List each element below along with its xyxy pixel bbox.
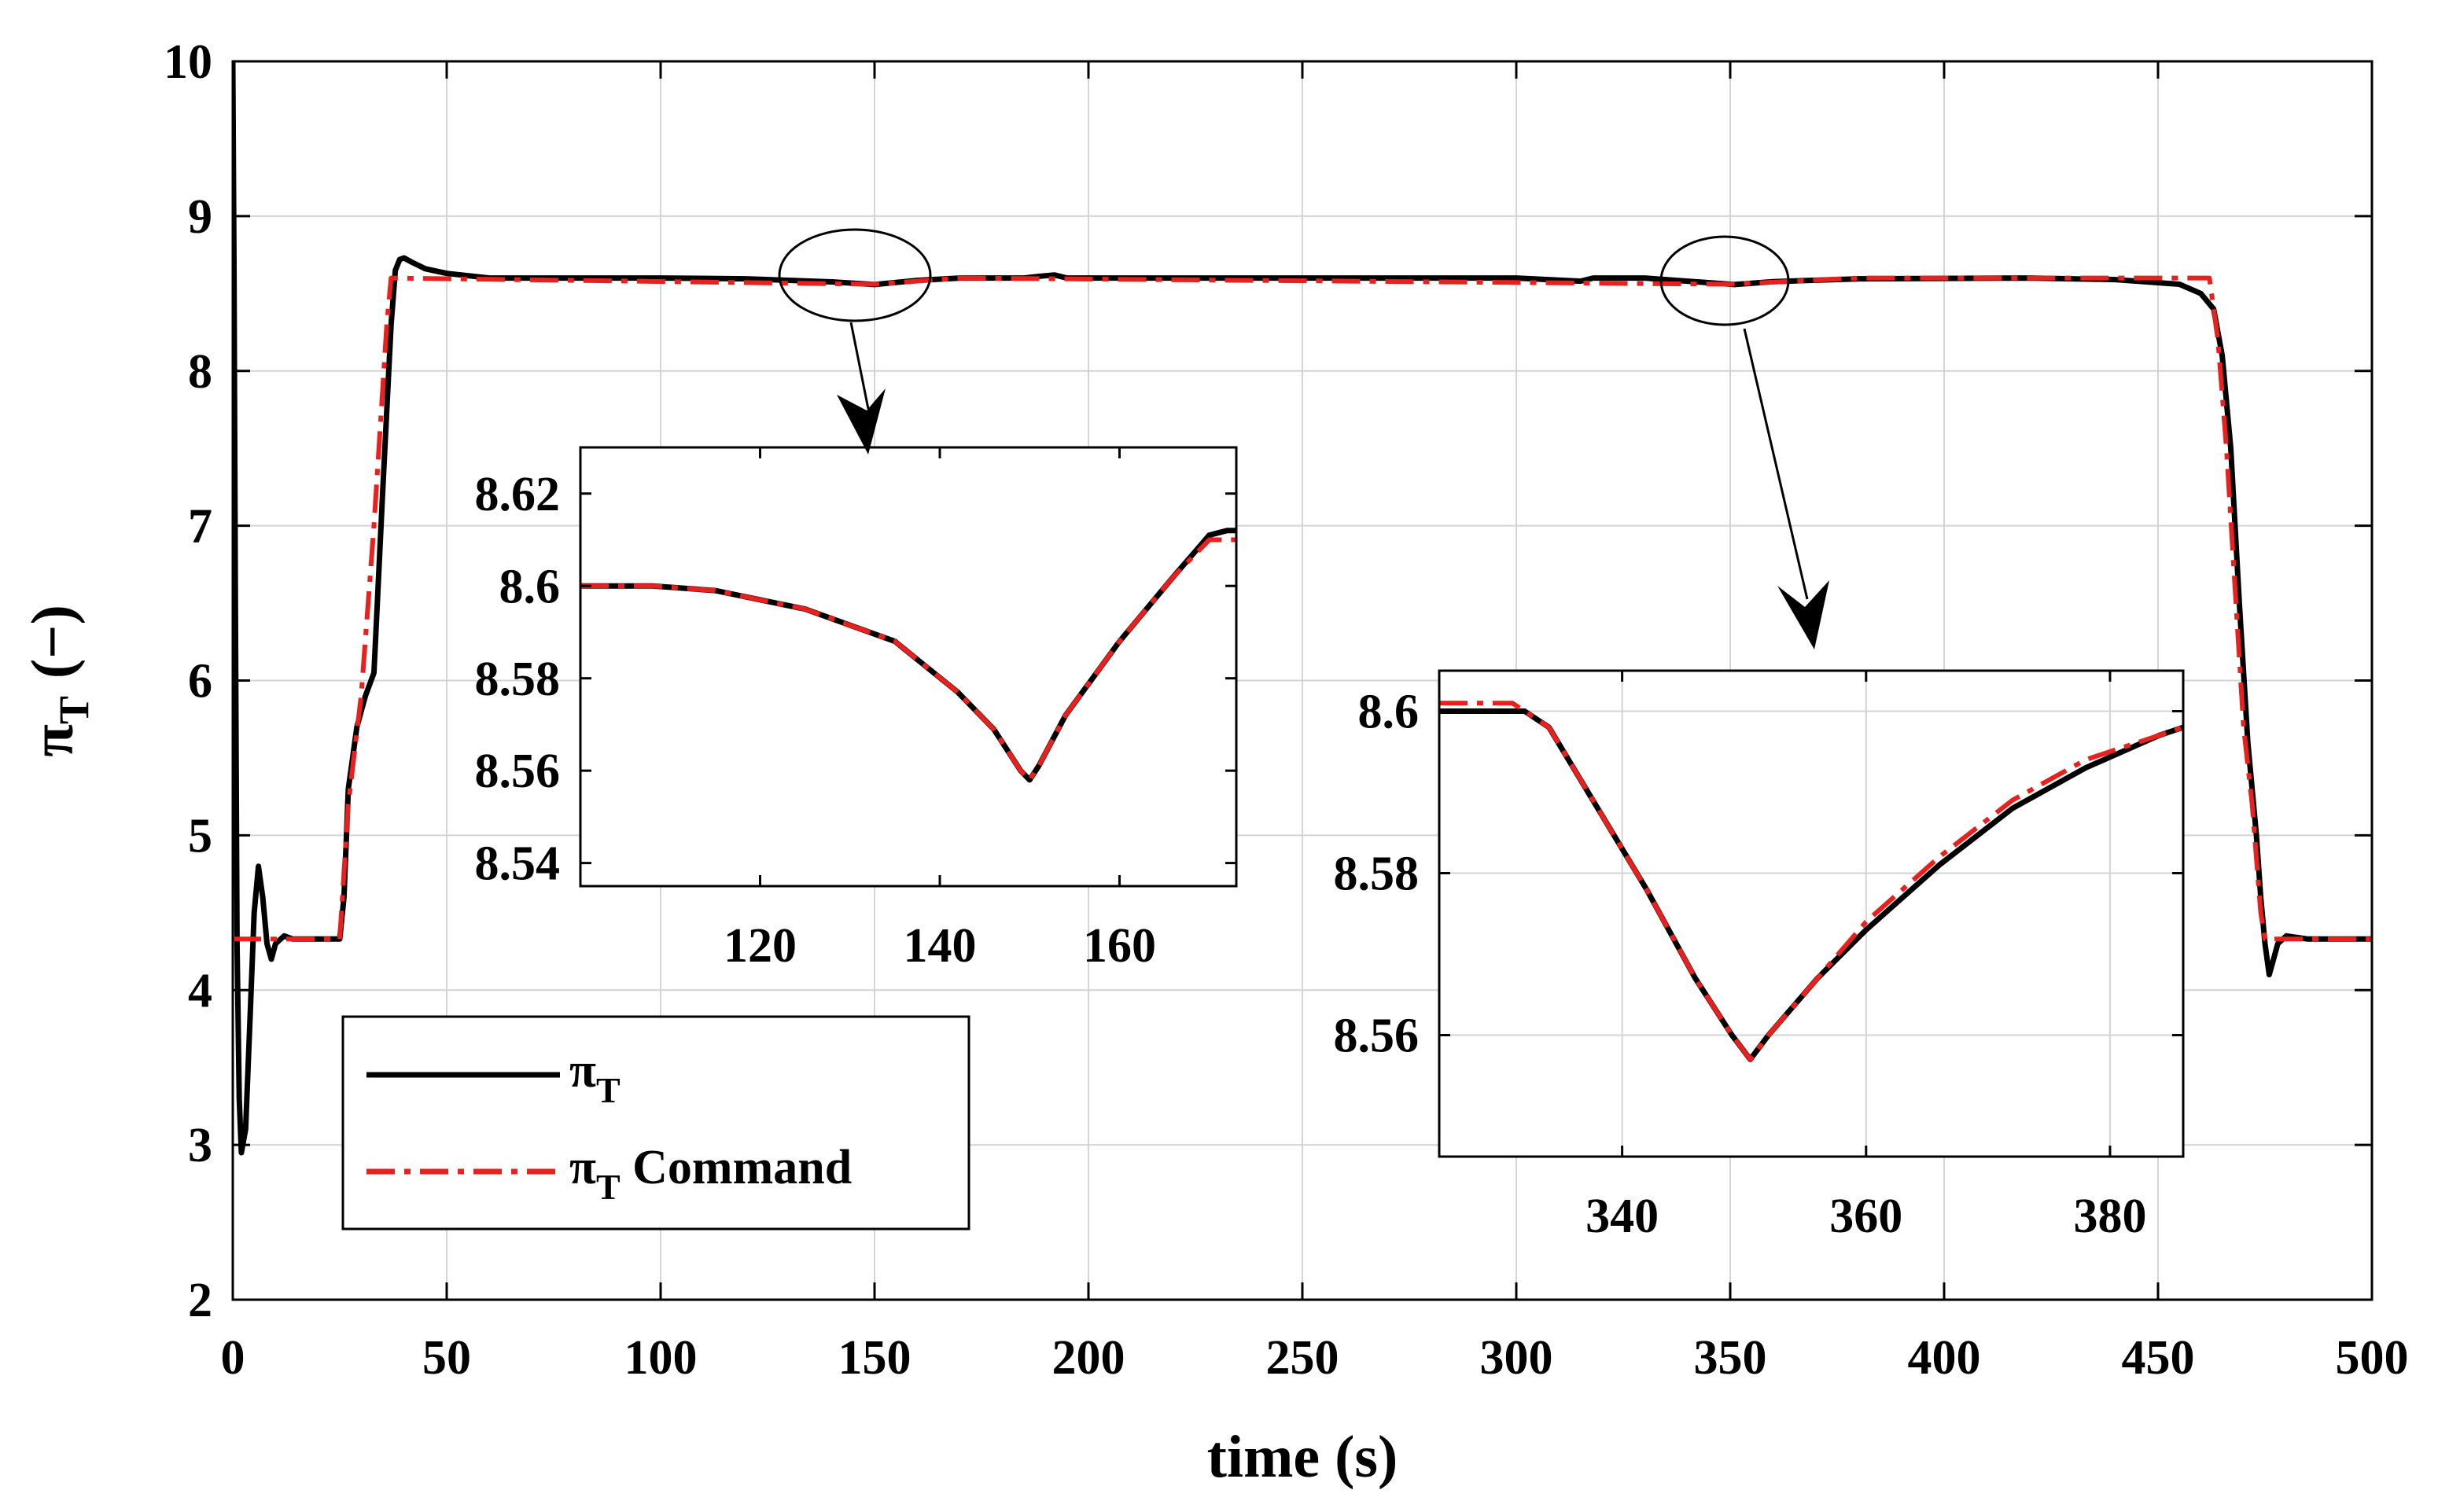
main-x-tick-label: 350: [1694, 1331, 1767, 1385]
zoom-arrow-1-head: [837, 388, 886, 454]
inset1-y-tick-label: 8.54: [475, 837, 561, 891]
inset-1-frame: [579, 446, 1238, 888]
main-x-tick-label: 200: [1052, 1331, 1125, 1385]
inset-2: 340 360 380 8.56 8.58 8.6: [1334, 669, 2185, 1243]
main-y-tick-label: 5: [188, 809, 212, 863]
y-axis-label-symbol: π: [20, 724, 86, 757]
legend-label-pi-t: πT: [569, 1044, 621, 1110]
main-x-tick-label: 500: [2336, 1331, 2409, 1385]
inset-1-x-ticks: 120 140 160: [724, 447, 1156, 973]
legend-label-pi-t-command-symbol: π: [569, 1141, 596, 1194]
inset-2-x-ticks: 340 360 380: [1585, 671, 2146, 1243]
inset2-series-pi-t-command: [1439, 701, 2183, 1062]
main-series-pi-t-command: [233, 275, 2372, 942]
main-x-tick-label: 150: [838, 1331, 911, 1385]
zoom-arrow-2-head: [1777, 580, 1829, 649]
inset2-x-tick-label: 380: [2073, 1190, 2146, 1243]
inset-2-area: [1439, 671, 2183, 1157]
main-y-tick-label: 2: [188, 1274, 212, 1327]
main-y-tick-label: 7: [188, 500, 212, 554]
zoom-annotations: [778, 228, 1829, 649]
main-y-tick-label: 9: [188, 190, 212, 244]
zoom-ellipse-2: [1659, 235, 1790, 326]
main-y-tick-label: 8: [188, 345, 212, 399]
y-axis-label-unit: (−): [20, 605, 86, 679]
inset2-x-tick-label: 340: [1585, 1190, 1659, 1243]
main-y-ticks: 2 3 4 5 6 7 8 9 10: [164, 35, 2372, 1327]
legend-label-pi-t-command: πT Command: [569, 1141, 852, 1207]
y-axis-label: πT (−): [20, 605, 98, 757]
inset2-y-tick-label: 8.6: [1358, 686, 1420, 739]
main-x-tick-label: 450: [2122, 1331, 2195, 1385]
main-series: [233, 61, 2372, 1156]
inset1-y-tick-label: 8.58: [475, 653, 561, 706]
inset1-y-tick-label: 8.56: [475, 745, 561, 798]
main-y-tick-label: 4: [188, 964, 212, 1017]
main-series-pi-t: [233, 61, 2372, 1156]
zoom-ellipse-1: [778, 228, 932, 322]
legend-label-pi-t-command-subscript: T: [596, 1167, 621, 1207]
inset-2-grid: [1439, 671, 2183, 1157]
inset2-y-tick-label: 8.58: [1334, 848, 1420, 901]
main-x-ticks: 0 50 100 150 200 250 300 350 400 450 500: [221, 61, 2409, 1385]
inset-1: 120 140 160 8.54 8.56 8.58 8.6 8.62: [475, 446, 1238, 973]
main-x-tick-label: 300: [1480, 1331, 1553, 1385]
inset1-series-pi-t-command: [580, 537, 1236, 782]
main-x-tick-label: 100: [624, 1331, 698, 1385]
zoom-arrow-2-shaft: [1743, 328, 1809, 600]
inset-2-y-ticks: 8.56 8.58 8.6: [1334, 686, 2183, 1063]
inset-1-area: [580, 447, 1236, 886]
legend-label-pi-t-subscript: T: [596, 1070, 621, 1110]
inset1-y-tick-label: 8.6: [499, 560, 561, 613]
y-axis-label-subscript: T: [50, 696, 98, 724]
main-y-tick-label: 3: [188, 1119, 212, 1172]
main-x-tick-label: 50: [422, 1331, 471, 1385]
inset-1-series: [580, 528, 1236, 783]
main-y-tick-label: 6: [188, 655, 212, 708]
legend-label-pi-t-command-suffix: Command: [621, 1141, 853, 1194]
inset2-x-tick-label: 360: [1829, 1190, 1902, 1243]
x-axis-label: time (s): [1207, 1424, 1398, 1490]
inset2-y-tick-label: 8.56: [1334, 1010, 1420, 1063]
inset-2-series: [1439, 701, 2183, 1062]
main-x-tick-label: 400: [1908, 1331, 1981, 1385]
inset1-y-tick-label: 8.62: [475, 468, 561, 521]
main-x-tick-label: 0: [221, 1331, 245, 1385]
legend-box: [341, 1015, 970, 1231]
main-x-tick-label: 250: [1266, 1331, 1339, 1385]
legend: πT πT Command: [341, 1015, 970, 1231]
inset1-x-tick-label: 120: [724, 919, 797, 973]
inset1-x-tick-label: 140: [903, 919, 976, 973]
zoom-arrow-1-shaft: [849, 322, 870, 410]
inset-1-y-ticks: 8.54 8.56 8.58 8.6 8.62: [475, 468, 1236, 891]
legend-label-pi-t-symbol: π: [569, 1044, 596, 1098]
inset-2-frame: [1438, 669, 2185, 1158]
inset1-x-tick-label: 160: [1083, 919, 1156, 973]
main-y-tick-label: 10: [164, 35, 212, 89]
